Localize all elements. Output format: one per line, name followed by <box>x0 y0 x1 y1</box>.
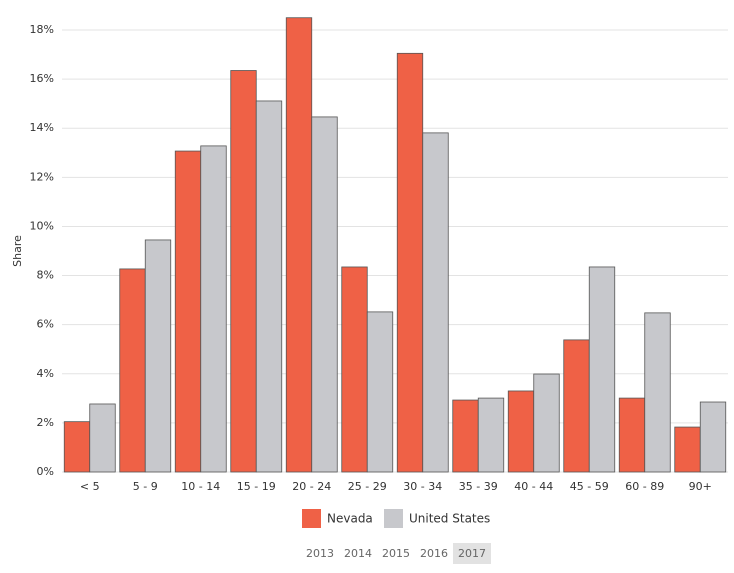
x-tick-label: < 5 <box>80 480 100 493</box>
y-tick-label: 16% <box>30 72 54 85</box>
y-tick-label: 10% <box>30 219 54 232</box>
legend-swatch <box>384 509 403 528</box>
year-button[interactable]: 2015 <box>382 547 410 560</box>
x-tick-label: 10 - 14 <box>181 480 220 493</box>
legend-label: United States <box>409 512 490 526</box>
y-tick-label: 0% <box>37 465 54 478</box>
bar <box>533 373 560 473</box>
y-tick-label: 2% <box>37 416 54 429</box>
bar <box>144 239 172 473</box>
bar <box>255 100 283 473</box>
y-tick-label: 8% <box>37 269 54 282</box>
x-tick-label: 5 - 9 <box>133 480 158 493</box>
year-highlight <box>453 543 491 564</box>
year-button[interactable]: 2017 <box>458 547 486 560</box>
x-tick-label: 40 - 44 <box>514 480 553 493</box>
bar <box>119 268 146 473</box>
x-tick-label: 90+ <box>689 480 712 493</box>
bar <box>341 266 368 473</box>
bar <box>563 339 590 473</box>
x-tick-label: 20 - 24 <box>292 480 331 493</box>
y-tick-label: 12% <box>30 170 54 183</box>
y-tick-label: 18% <box>30 23 54 36</box>
bar <box>452 399 479 473</box>
x-tick-label: 30 - 34 <box>403 480 442 493</box>
bar <box>311 116 338 473</box>
y-axis-title: Share <box>11 235 24 267</box>
bar <box>174 150 202 473</box>
legend-swatch <box>302 509 321 528</box>
bar <box>477 397 505 473</box>
x-tick-label: 45 - 59 <box>570 480 609 493</box>
x-tick-label: 60 - 89 <box>625 480 664 493</box>
bar <box>422 132 449 473</box>
year-button[interactable]: 2013 <box>306 547 334 560</box>
bar <box>285 17 313 473</box>
bar <box>674 426 701 473</box>
y-tick-label: 14% <box>30 121 54 134</box>
y-tick-label: 4% <box>37 367 54 380</box>
x-tick-label: 15 - 19 <box>237 480 276 493</box>
bar <box>200 145 227 473</box>
bar <box>396 52 424 473</box>
bar <box>89 403 116 473</box>
y-tick-label: 6% <box>37 318 54 331</box>
bar <box>63 421 91 473</box>
bar <box>507 390 535 473</box>
bar <box>366 311 394 473</box>
year-button[interactable]: 2016 <box>420 547 448 560</box>
year-button[interactable]: 2014 <box>344 547 372 560</box>
bar <box>588 266 616 473</box>
bar <box>230 70 257 473</box>
x-tick-label: 25 - 29 <box>348 480 387 493</box>
bar <box>699 401 727 473</box>
bar <box>618 397 646 473</box>
x-tick-label: 35 - 39 <box>459 480 498 493</box>
bar <box>644 312 671 473</box>
legend-label: Nevada <box>327 512 373 526</box>
